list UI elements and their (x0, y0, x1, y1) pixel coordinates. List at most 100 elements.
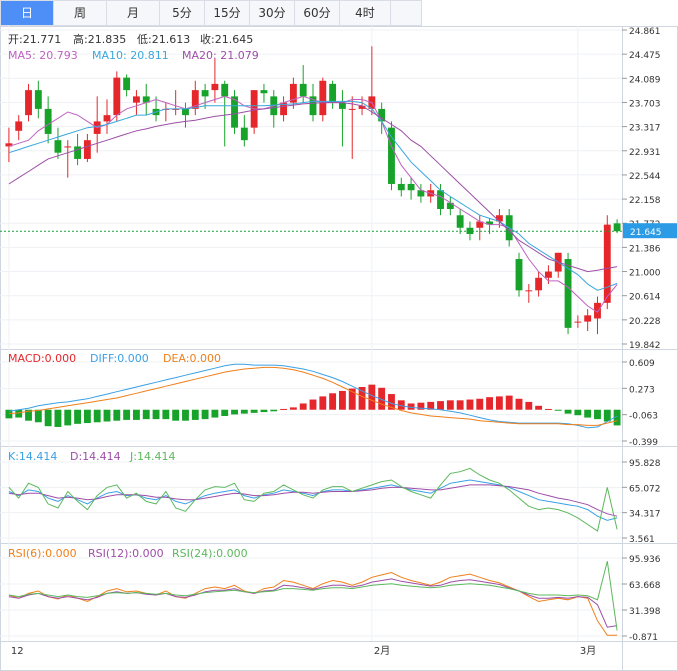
macd-bar (446, 400, 454, 410)
macd-bar (34, 409, 42, 423)
macd-bar (123, 409, 131, 420)
tab-4[interactable]: 15分 (205, 1, 250, 25)
candle-body (34, 90, 42, 109)
j-label: J:14.414 (129, 450, 175, 463)
macd-bar (603, 409, 611, 422)
macd-bar (486, 397, 494, 410)
candle-body (280, 102, 288, 116)
candle-body (74, 146, 82, 159)
macd-bar (132, 409, 140, 420)
price-y-tick-label: 24.475 (629, 51, 661, 61)
macd-bar (299, 403, 307, 410)
candle-body (348, 108, 356, 110)
tab-6[interactable]: 60分 (295, 1, 340, 25)
macd-bar (103, 409, 111, 422)
candle-body (44, 108, 52, 134)
candle-body (201, 90, 209, 97)
kdj-y-tick-label: 95.828 (629, 459, 661, 469)
macd-bar (25, 409, 32, 421)
macd-bar (44, 409, 52, 427)
tab-7[interactable]: 4时 (340, 1, 391, 25)
chart-frame (0, 26, 678, 671)
price-y-tick-label: 20.614 (629, 293, 661, 303)
macd-bar (270, 409, 278, 412)
price-y-tick-label: 22.158 (629, 196, 661, 206)
candle-body (25, 90, 32, 116)
macd-bar (564, 409, 572, 414)
high-label: 高:21.835 (73, 32, 126, 46)
macd-bar (397, 400, 405, 410)
candle-body (221, 83, 229, 97)
candle-body (83, 140, 91, 159)
candle-body (15, 121, 23, 131)
macd-bar (211, 409, 219, 418)
candle-body (397, 183, 405, 191)
ma5-label: MA5: 20.793 (8, 49, 78, 62)
macd-bar (191, 409, 199, 420)
candle-body (456, 215, 464, 228)
candle-body (338, 102, 346, 109)
candle-body (54, 140, 62, 153)
macd-bar (338, 390, 346, 410)
macd-bar (231, 409, 238, 415)
macd-bar (407, 403, 415, 410)
macd-bar (613, 409, 621, 426)
macd-bar (250, 409, 258, 413)
rsi-y-tick-label: 95.936 (629, 555, 661, 565)
candle-body (407, 183, 415, 191)
kdj-y-tick-label: 34.317 (629, 510, 661, 520)
candle-body (299, 83, 307, 97)
macd-bar (417, 402, 425, 410)
macd-bar (388, 394, 395, 410)
candle-body (535, 277, 543, 291)
candle-body (64, 146, 72, 148)
candle-body (240, 127, 248, 141)
rsi-y-tick-label: 63.668 (629, 581, 661, 591)
kdj-d-line (8, 484, 618, 517)
dea-label: DEA:0.000 (163, 352, 221, 365)
candle-body (594, 302, 601, 319)
macd-bar (358, 387, 366, 410)
kdj-y-tick-label: 65.072 (629, 484, 661, 494)
candle-body (103, 115, 111, 122)
macd-bar (495, 396, 503, 410)
macd-bar (437, 401, 444, 410)
candle-body (437, 190, 444, 209)
rsi6-label: RSI(6):0.000 (8, 547, 77, 560)
macd-y-tick-label: -0.063 (629, 412, 658, 422)
tab-2[interactable]: 月 (107, 1, 160, 25)
tab-5[interactable]: 30分 (250, 1, 295, 25)
candle-body (603, 224, 611, 303)
macd-bar (172, 409, 180, 421)
macd-bar (15, 409, 23, 418)
stock-chart: 12 2月 3月 24.861 24.475 24.089 23.703 23.317 22.9… (0, 26, 678, 671)
macd-bar (74, 409, 82, 424)
macd-bar (221, 409, 229, 416)
macd-bar (93, 409, 101, 423)
candle-body (260, 90, 268, 94)
x-tick-label: 12 (11, 646, 24, 657)
price-y-tick-label: 23.703 (629, 99, 661, 109)
kdj-y-tick-label: 3.561 (629, 535, 655, 545)
macd-bar (456, 400, 464, 410)
candle-body (544, 271, 552, 278)
candle-body (584, 315, 592, 322)
macd-bar (427, 401, 435, 410)
candle-body (329, 83, 337, 103)
candle-body (309, 96, 317, 116)
rsi24-line (8, 561, 618, 631)
tab-3[interactable]: 5分 (160, 1, 205, 25)
candle-body (123, 77, 131, 91)
period-tab-bar: 日周月 5分 15分 30分 60分 4时 (0, 0, 422, 26)
macd-bar (544, 408, 552, 410)
rsi24-label: RSI(24):0.000 (172, 547, 248, 560)
candle-body (574, 321, 582, 323)
ma10-line (8, 100, 618, 291)
price-y-tick-label: 21.386 (629, 244, 661, 254)
macd-bar (5, 409, 13, 419)
tab-1[interactable]: 周 (54, 1, 107, 25)
candle-body (613, 223, 621, 232)
candle-body (358, 105, 366, 109)
tab-0[interactable]: 日 (1, 1, 54, 25)
candle-body (319, 80, 327, 116)
